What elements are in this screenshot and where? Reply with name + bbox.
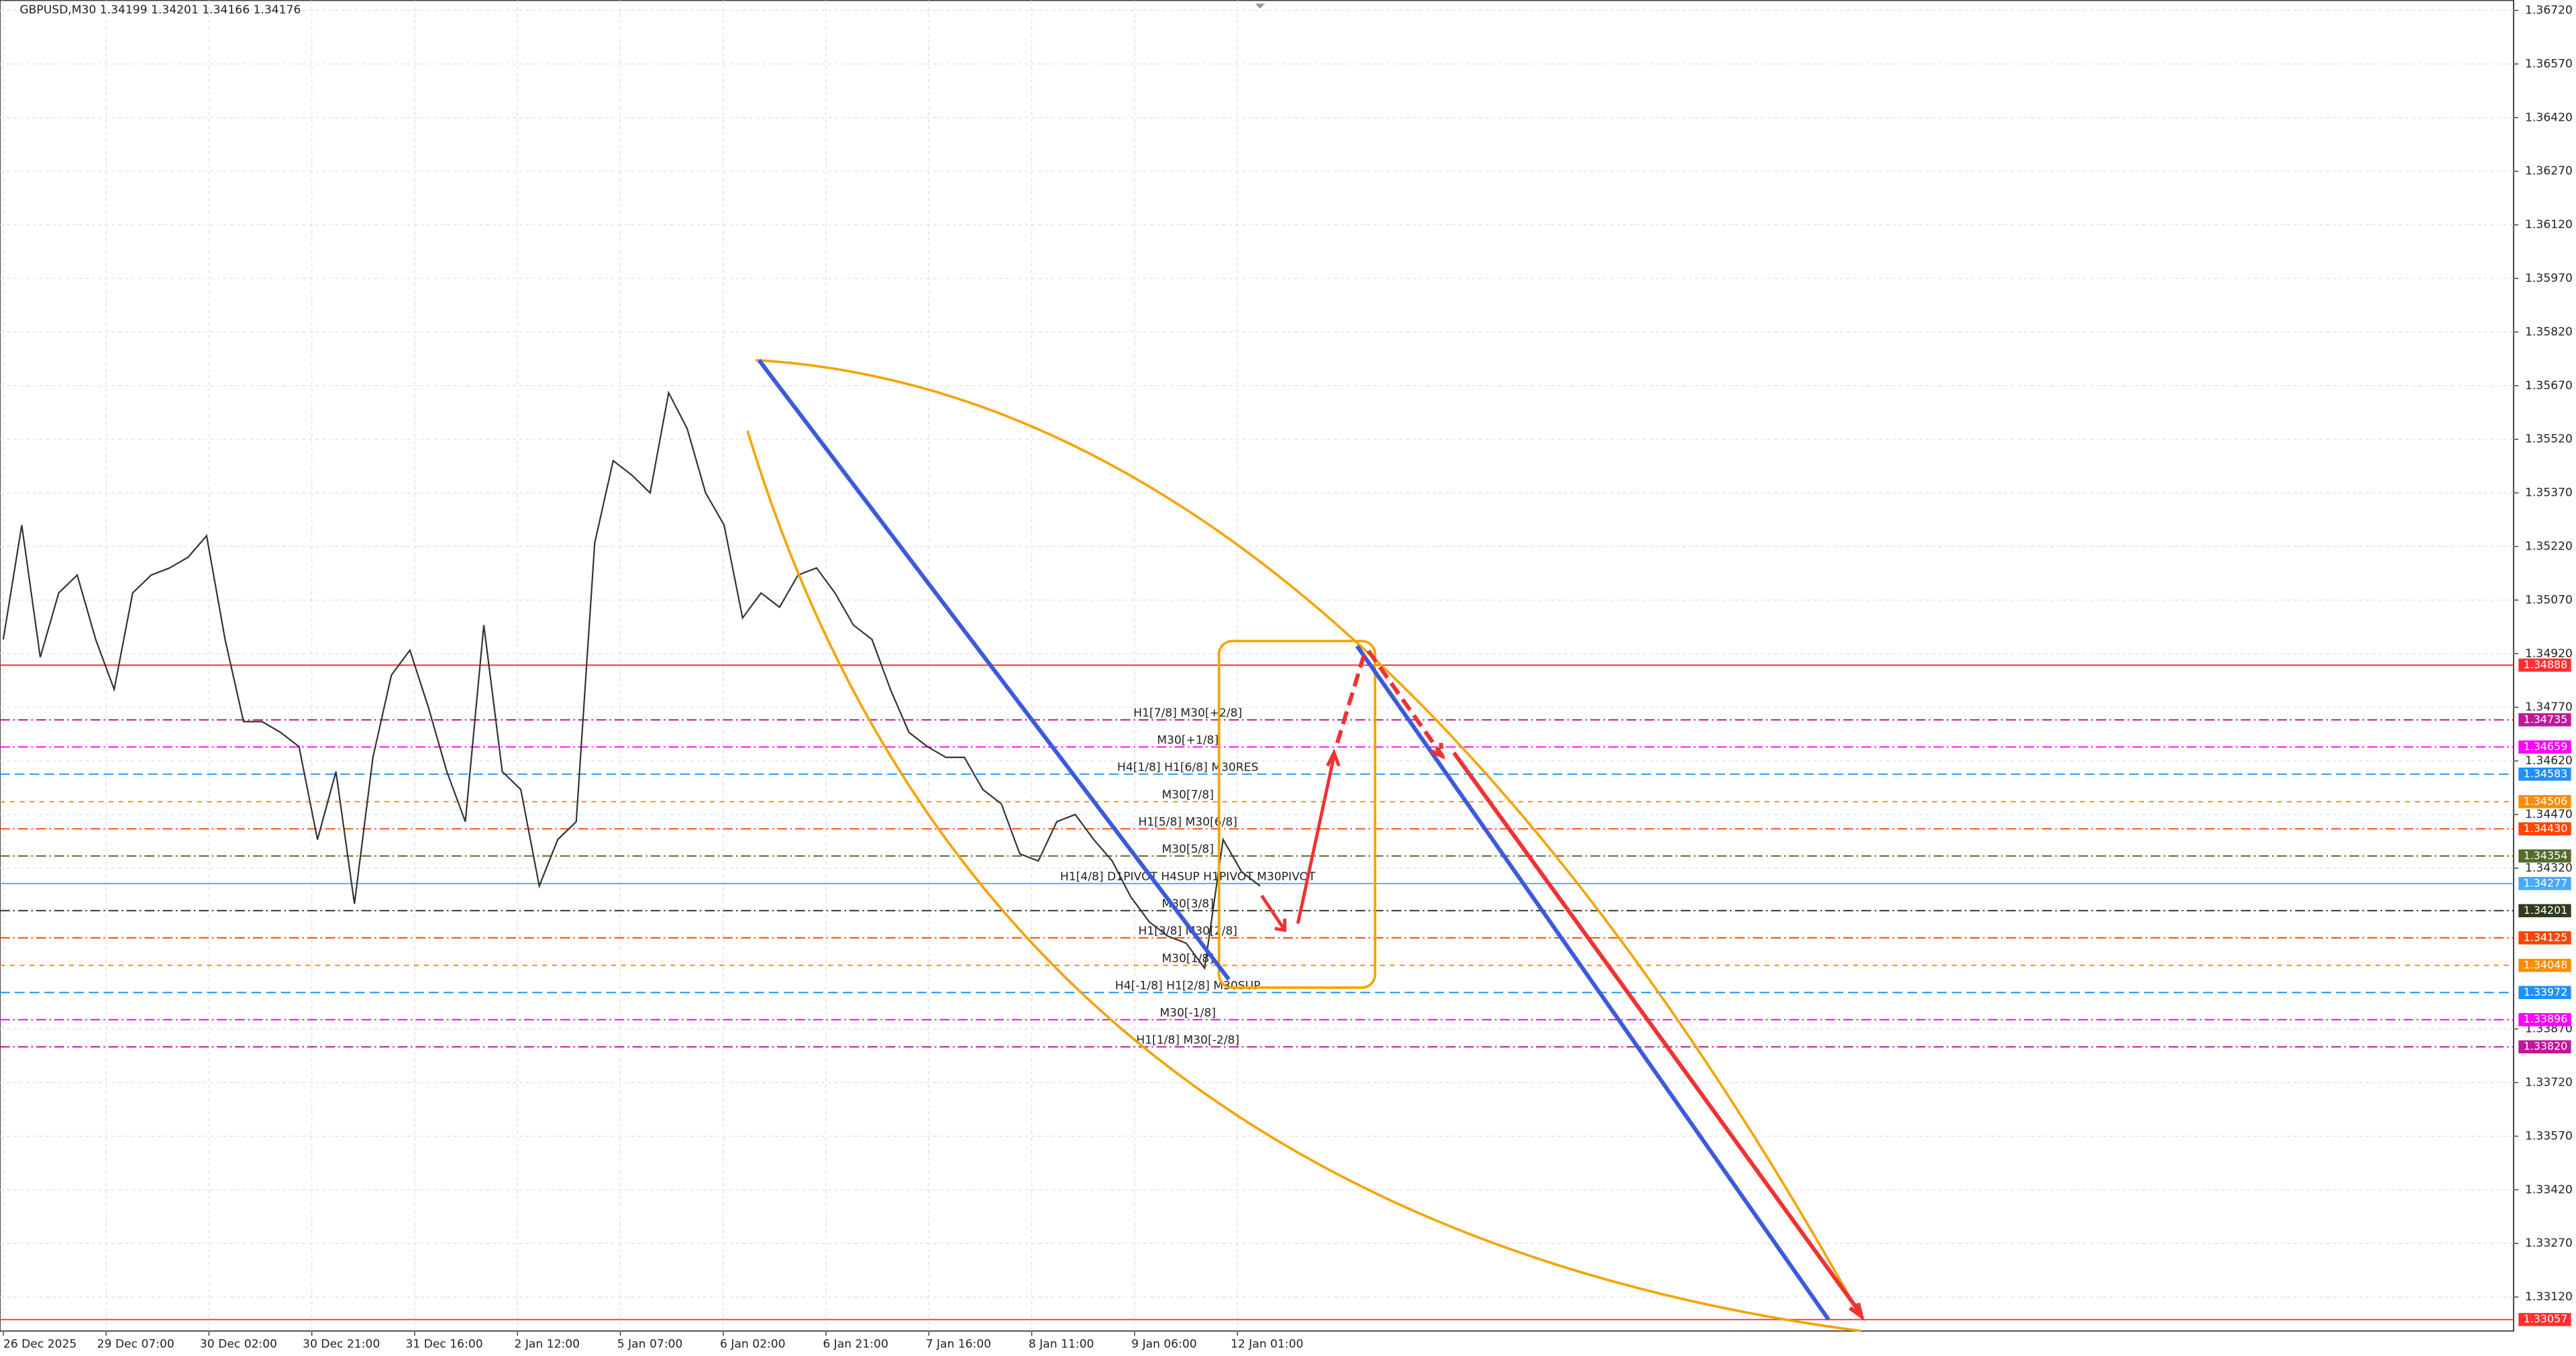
x-tick-label: 9 Jan 06:00 xyxy=(1131,1337,1197,1351)
box xyxy=(1217,639,1377,989)
annotations xyxy=(746,358,1865,1333)
axis: 1.36720 1.36570 1.36420 1.36270 1.36120 1.359… xyxy=(3,3,2573,1351)
price-tag xyxy=(2518,822,2571,836)
arrow xyxy=(1452,751,1865,1322)
x-tick-label: 5 Jan 07:00 xyxy=(617,1337,683,1351)
x-tick-label: 12 Jan 01:00 xyxy=(1231,1337,1303,1351)
price-tag-label: 1.33057 xyxy=(2524,1312,2568,1325)
level-label: M30[7/8] xyxy=(1162,788,1214,802)
price-tag xyxy=(2518,795,2571,809)
y-tick-label: 1.36270 xyxy=(2525,164,2573,178)
y-tick-label: 1.36570 xyxy=(2525,57,2573,70)
arc xyxy=(756,358,1863,1319)
price-tag xyxy=(2518,713,2571,727)
scroll-marker xyxy=(1255,3,1266,9)
y-tick-label: 1.33120 xyxy=(2525,1290,2573,1304)
x-tick-label: 26 Dec 2025 xyxy=(3,1337,76,1351)
level-label: H1[5/8] M30[6/8] xyxy=(1138,816,1237,829)
price-line xyxy=(2,390,1261,970)
y-tick-label: 1.35520 xyxy=(2525,433,2573,446)
y-tick-label: 1.36720 xyxy=(2525,3,2573,17)
price-tag xyxy=(2518,1040,2571,1054)
price-tag-label: 1.34048 xyxy=(2524,958,2568,971)
x-tick-label: 30 Dec 02:00 xyxy=(200,1337,277,1351)
y-tick-label: 1.34620 xyxy=(2525,754,2573,768)
x-tick-label: 29 Dec 07:00 xyxy=(97,1337,174,1351)
level-label: H4[-1/8] H1[2/8] M30SUP xyxy=(1115,979,1261,992)
price-tag xyxy=(2518,931,2571,945)
level-label: M30[+1/8] xyxy=(1157,734,1219,747)
x-tick-label: 2 Jan 12:00 xyxy=(515,1337,580,1351)
x-tick-label: 31 Dec 16:00 xyxy=(405,1337,482,1351)
price-tag xyxy=(2518,768,2571,781)
level-label: H1[4/8] D1PIVOT H4SUP H1PIVOT M30PIVOT xyxy=(1060,870,1316,884)
price-layer xyxy=(2,390,1261,970)
price-tag-label: 1.34201 xyxy=(2524,904,2568,917)
trend-line xyxy=(757,358,1231,981)
chart-title: GBPUSD,M30 1.34199 1.34201 1.34166 1.341… xyxy=(19,3,301,17)
level-label: M30[-1/8] xyxy=(1160,1006,1216,1020)
y-tick-label: 1.34470 xyxy=(2525,808,2573,821)
price-tag-label: 1.34354 xyxy=(2524,849,2568,862)
y-tick-label: 1.35820 xyxy=(2525,325,2573,339)
y-tick-label: 1.34770 xyxy=(2525,700,2573,714)
price-tag-label: 1.34583 xyxy=(2524,767,2568,780)
y-tick-label: 1.33420 xyxy=(2525,1183,2573,1196)
price-tag xyxy=(2518,849,2571,863)
price-tag-label: 1.33820 xyxy=(2524,1040,2568,1053)
level-label: H1[7/8] M30[+2/8] xyxy=(1133,707,1242,720)
y-tick-label: 1.35070 xyxy=(2525,593,2573,607)
levels: H1[7/8] M30[+2/8] M30[+1/8] H4[1/8] H1[6/8… xyxy=(0,664,2514,1320)
price-tag-label: 1.34430 xyxy=(2524,822,2568,835)
price-tag-label: 1.34735 xyxy=(2524,713,2568,725)
y-tick-label: 1.33720 xyxy=(2525,1076,2573,1090)
x-tick-label: 7 Jan 16:00 xyxy=(926,1337,992,1351)
price-tag-label: 1.34506 xyxy=(2524,794,2568,807)
arrow xyxy=(1335,650,1368,744)
price-tag-label: 1.34277 xyxy=(2524,876,2568,889)
arc xyxy=(746,430,1862,1333)
x-tick-label: 30 Dec 21:00 xyxy=(303,1337,380,1351)
price-tag xyxy=(2518,658,2571,672)
y-tick-label: 1.35970 xyxy=(2525,272,2573,285)
y-tick-label: 1.34920 xyxy=(2525,647,2573,660)
x-tick-label: 8 Jan 11:00 xyxy=(1029,1337,1094,1351)
price-tag xyxy=(2518,904,2571,918)
price-tag-label: 1.34888 xyxy=(2524,658,2568,671)
y-tick-label: 1.34320 xyxy=(2525,862,2573,875)
trend-line xyxy=(1355,645,1831,1321)
price-tag xyxy=(2518,1312,2571,1326)
price-tag xyxy=(2518,958,2571,972)
y-tick-label: 1.33570 xyxy=(2525,1129,2573,1143)
y-tick-label: 1.36120 xyxy=(2525,218,2573,231)
level-label: H1[3/8] M30[2/8] xyxy=(1138,925,1237,938)
y-tick-label: 1.35220 xyxy=(2525,539,2573,553)
price-tag xyxy=(2518,740,2571,754)
x-tick-label: 6 Jan 21:00 xyxy=(823,1337,888,1351)
x-tick-label: 6 Jan 02:00 xyxy=(720,1337,786,1351)
level-label: H1[1/8] M30[-2/8] xyxy=(1136,1033,1239,1047)
price-tag xyxy=(2518,1012,2571,1027)
price-tag xyxy=(2518,877,2571,890)
price-tag-label: 1.34659 xyxy=(2524,740,2568,753)
level-label: M30[5/8] xyxy=(1162,843,1214,856)
y-tick-label: 1.35670 xyxy=(2525,379,2573,393)
y-tick-label: 1.35370 xyxy=(2525,486,2573,500)
price-tag-label: 1.33972 xyxy=(2524,986,2568,998)
arrow xyxy=(1260,894,1287,933)
arrow xyxy=(1366,649,1445,760)
y-tick-label: 1.36420 xyxy=(2525,111,2573,124)
price-tag-label: 1.34125 xyxy=(2524,931,2568,943)
y-tick-label: 1.33270 xyxy=(2525,1237,2573,1250)
price-tag-label: 1.33896 xyxy=(2524,1012,2568,1025)
level-label: H4[1/8] H1[6/8] M30RES xyxy=(1117,761,1258,774)
price-tag xyxy=(2518,986,2571,1000)
arrow xyxy=(1296,748,1341,925)
